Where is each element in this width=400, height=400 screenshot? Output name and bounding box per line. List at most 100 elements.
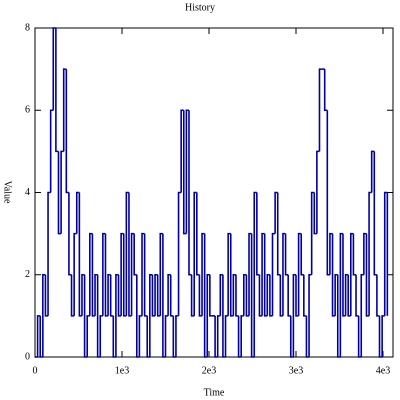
step-segment — [383, 191, 388, 316]
step-segment — [289, 315, 294, 358]
y-axis-label: Value — [2, 181, 13, 204]
step-segment — [65, 69, 69, 194]
step-segment — [258, 274, 263, 317]
step-segment — [115, 273, 119, 357]
step-segment — [39, 315, 43, 358]
step-segment — [363, 232, 367, 275]
step-segment — [143, 233, 148, 317]
step-segment — [378, 315, 383, 358]
step-segment — [347, 274, 351, 317]
x-axis-label: Time — [204, 387, 225, 398]
chart-title: History — [185, 2, 215, 13]
step-segment — [122, 233, 127, 317]
step-segment — [159, 232, 163, 316]
step-segment — [102, 232, 106, 316]
step-segment — [216, 315, 221, 357]
step-segment — [36, 315, 41, 357]
step-segment — [91, 233, 96, 317]
step-segment — [310, 191, 315, 275]
step-segment — [128, 192, 132, 317]
step-segment — [73, 232, 77, 316]
step-segment — [287, 274, 291, 317]
plot-frame — [34, 27, 394, 358]
step-segment — [248, 232, 252, 316]
step-segment — [89, 232, 93, 316]
step-segment — [227, 232, 231, 316]
step-segment — [357, 315, 362, 358]
step-segment — [303, 274, 307, 317]
step-segment — [198, 274, 203, 317]
step-segment — [86, 315, 90, 357]
step-segment — [193, 191, 197, 316]
step-segment — [256, 192, 260, 276]
x-tick-label: 3e3 — [289, 365, 303, 376]
step-segment — [164, 315, 169, 357]
step-segment — [149, 273, 153, 357]
step-segment — [175, 315, 179, 357]
y-tick-label: 6 — [25, 105, 30, 116]
step-segment — [263, 233, 268, 317]
step-segment — [334, 273, 338, 316]
step-segment — [130, 232, 135, 316]
step-segment — [282, 232, 286, 316]
step-segment — [368, 191, 372, 316]
step-segment — [206, 273, 210, 357]
step-segment — [83, 274, 88, 358]
step-segment — [308, 273, 312, 357]
step-segment — [318, 68, 323, 152]
step-segment — [60, 150, 64, 234]
step-segment — [339, 232, 343, 357]
step-segment — [162, 233, 166, 358]
step-segment — [180, 109, 184, 193]
step-segment — [313, 192, 317, 235]
x-tick-label: 2e3 — [202, 365, 216, 376]
step-segment — [326, 110, 330, 276]
step-segment — [182, 110, 187, 235]
step-segment — [107, 273, 111, 316]
step-segment — [376, 274, 380, 317]
step-segment — [96, 274, 101, 358]
step-segment — [342, 233, 346, 317]
step-segment — [352, 233, 357, 276]
step-segment — [62, 68, 67, 152]
step-segment — [331, 233, 336, 317]
step-segment — [224, 315, 229, 357]
step-segment — [112, 315, 116, 358]
step-segment — [120, 232, 124, 316]
step-segment — [276, 192, 281, 276]
step-segment — [47, 191, 51, 316]
step-segment — [109, 274, 114, 317]
step-segment — [237, 315, 242, 358]
step-segment — [133, 233, 137, 276]
y-tick-label: 8 — [25, 22, 30, 33]
step-segment — [55, 28, 59, 153]
step-segment — [274, 191, 278, 234]
step-segment — [146, 315, 150, 358]
step-segment — [269, 274, 273, 317]
y-tick-label: 0 — [25, 351, 30, 362]
step-segment — [57, 151, 62, 235]
step-segment — [196, 192, 200, 276]
step-segment — [242, 273, 247, 316]
step-segment — [229, 233, 234, 317]
step-segment — [49, 109, 54, 193]
step-segment — [381, 315, 385, 357]
step-segment — [253, 191, 257, 357]
step-segment — [201, 232, 205, 316]
y-tick-label: 4 — [25, 187, 30, 198]
step-segment — [250, 233, 255, 358]
step-segment — [373, 151, 377, 276]
x-tick-label: 4e3 — [376, 365, 390, 376]
step-segment — [232, 273, 236, 316]
step-segment — [104, 233, 109, 317]
step-segment — [167, 273, 171, 316]
step-segment — [279, 274, 283, 317]
step-segment — [365, 233, 370, 317]
step-segment — [350, 232, 354, 316]
step-segment — [188, 110, 192, 276]
step-segment — [141, 232, 145, 316]
step-segment — [370, 150, 375, 193]
step-segment — [336, 274, 341, 358]
step-segment — [81, 273, 85, 316]
